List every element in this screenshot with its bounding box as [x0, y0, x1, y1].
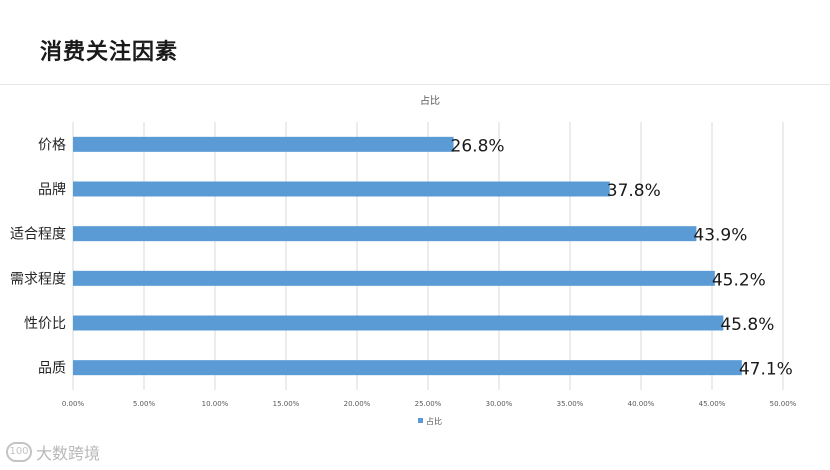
- data-label: 26.8%: [451, 136, 505, 156]
- bars: [73, 136, 742, 376]
- x-tick-label: 35.00%: [557, 400, 584, 408]
- data-label: 47.1%: [739, 360, 793, 380]
- watermark-text: 大数跨境: [36, 444, 101, 463]
- gridlines: [72, 122, 784, 390]
- x-tick-label: 5.00%: [133, 400, 156, 408]
- legend-label: 占比: [426, 416, 442, 426]
- data-label: 37.8%: [607, 181, 661, 201]
- bar: [73, 315, 724, 331]
- data-label: 43.9%: [693, 226, 747, 246]
- bar: [73, 270, 715, 286]
- legend: 占比: [418, 416, 442, 426]
- x-tick-label: 50.00%: [770, 400, 797, 408]
- chart-title: 占比: [420, 94, 440, 107]
- x-tick-label: 45.00%: [699, 400, 726, 408]
- category-label: 品质: [38, 361, 66, 377]
- bar: [73, 136, 454, 152]
- x-tick-label: 25.00%: [415, 400, 442, 408]
- x-tick-label: 40.00%: [628, 400, 655, 408]
- title-divider: [0, 84, 830, 85]
- watermark: 100 大数跨境: [6, 440, 100, 464]
- category-label: 适合程度: [10, 227, 66, 243]
- category-label: 需求程度: [10, 271, 66, 287]
- x-tick-labels: 0.00% 5.00% 10.00% 15.00% 20.00% 25.00% 30.00%…: [62, 400, 797, 408]
- category-label: 品牌: [38, 181, 66, 198]
- data-labels: 26.8% 37.8% 43.9% 45.2% 45.8% 47.1%: [451, 136, 793, 379]
- data-label: 45.2%: [712, 270, 766, 290]
- legend-swatch: [418, 418, 423, 423]
- watermark-logo: 100: [6, 442, 32, 462]
- x-tick-label: 0.00%: [62, 400, 85, 408]
- x-tick-label: 30.00%: [486, 400, 513, 408]
- slide-title: 消费关注因素: [40, 40, 179, 65]
- bar: [73, 360, 742, 376]
- x-tick-label: 20.00%: [344, 400, 371, 408]
- category-label: 价格: [38, 137, 66, 153]
- bar: [73, 181, 610, 197]
- x-tick-label: 10.00%: [202, 400, 229, 408]
- bar: [73, 226, 697, 242]
- category-label: 性价比: [24, 316, 66, 332]
- x-tick-label: 15.00%: [273, 400, 300, 408]
- data-label: 45.8%: [720, 315, 774, 335]
